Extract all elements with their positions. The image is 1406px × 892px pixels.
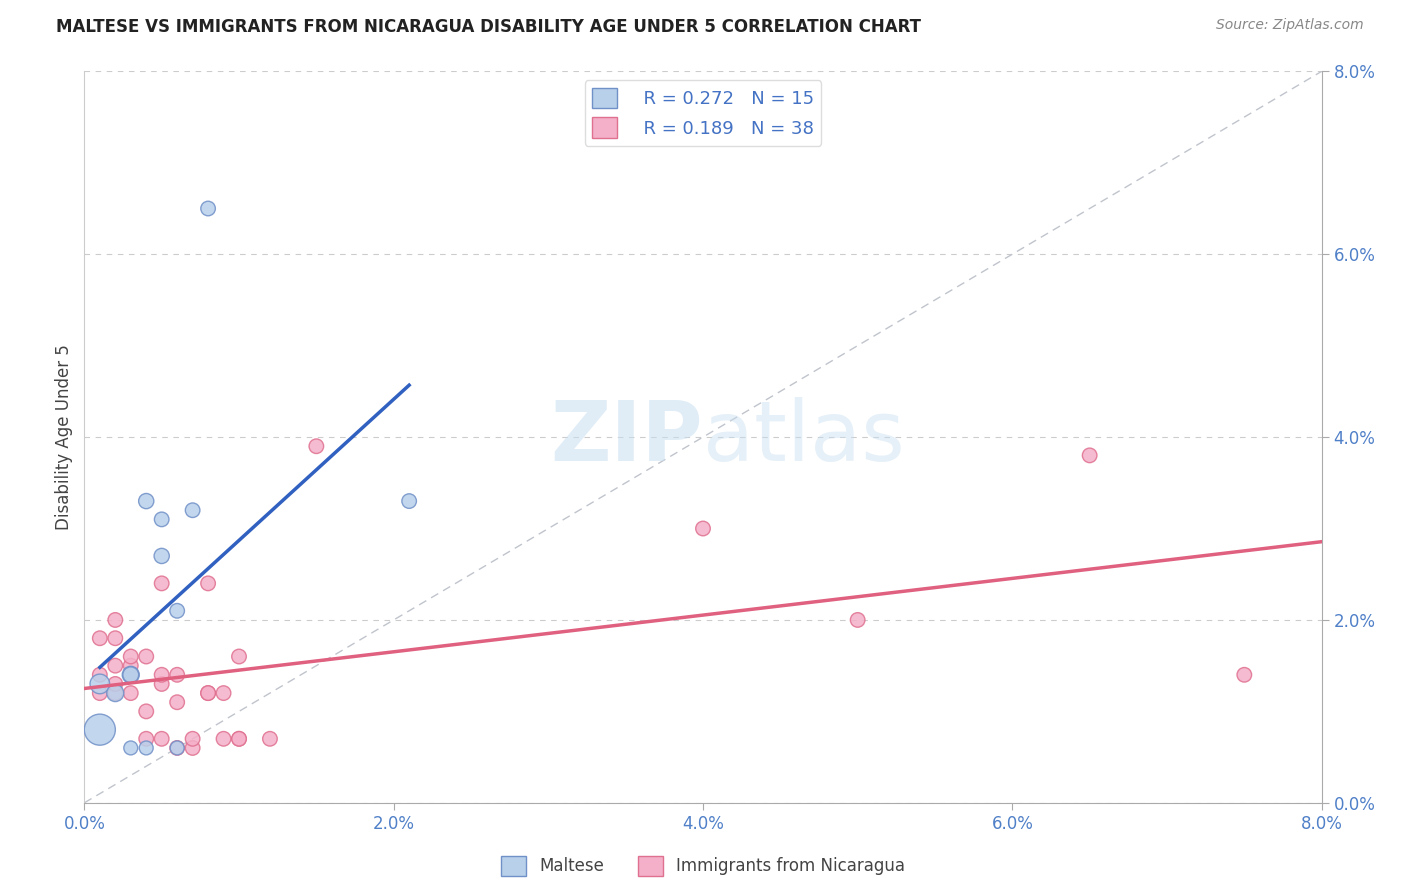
Point — [89, 686, 111, 700]
Point — [398, 494, 420, 508]
Point — [120, 658, 142, 673]
Point — [846, 613, 869, 627]
Point — [166, 667, 188, 681]
Point — [166, 604, 188, 618]
Point — [181, 740, 204, 755]
Point — [120, 686, 142, 700]
Point — [150, 677, 173, 691]
Point — [89, 723, 111, 737]
Point — [120, 667, 142, 681]
Point — [150, 512, 173, 526]
Point — [120, 649, 142, 664]
Point — [197, 686, 219, 700]
Point — [104, 677, 127, 691]
Text: ZIP: ZIP — [551, 397, 703, 477]
Point — [150, 667, 173, 681]
Point — [89, 632, 111, 646]
Point — [89, 677, 111, 691]
Point — [212, 686, 235, 700]
Point — [692, 521, 714, 535]
Point — [1078, 449, 1101, 463]
Point — [150, 576, 173, 591]
Point — [104, 632, 127, 646]
Point — [166, 740, 188, 755]
Point — [150, 549, 173, 563]
Point — [228, 649, 250, 664]
Point — [166, 740, 188, 755]
Point — [150, 731, 173, 746]
Point — [120, 667, 142, 681]
Point — [1233, 667, 1256, 681]
Point — [305, 439, 328, 453]
Point — [259, 731, 281, 746]
Point — [104, 658, 127, 673]
Point — [197, 686, 219, 700]
Legend: Maltese, Immigrants from Nicaragua: Maltese, Immigrants from Nicaragua — [495, 850, 911, 882]
Point — [197, 576, 219, 591]
Point — [181, 503, 204, 517]
Point — [135, 494, 157, 508]
Point — [135, 740, 157, 755]
Text: atlas: atlas — [703, 397, 904, 477]
Point — [181, 731, 204, 746]
Point — [197, 202, 219, 216]
Point — [104, 686, 127, 700]
Text: MALTESE VS IMMIGRANTS FROM NICARAGUA DISABILITY AGE UNDER 5 CORRELATION CHART: MALTESE VS IMMIGRANTS FROM NICARAGUA DIS… — [56, 18, 921, 36]
Point — [104, 613, 127, 627]
Point — [135, 649, 157, 664]
Point — [135, 731, 157, 746]
Point — [89, 667, 111, 681]
Y-axis label: Disability Age Under 5: Disability Age Under 5 — [55, 344, 73, 530]
Point — [120, 667, 142, 681]
Text: Source: ZipAtlas.com: Source: ZipAtlas.com — [1216, 18, 1364, 32]
Point — [120, 740, 142, 755]
Point — [166, 695, 188, 709]
Point — [135, 705, 157, 719]
Point — [228, 731, 250, 746]
Point — [228, 731, 250, 746]
Point — [104, 686, 127, 700]
Point — [212, 731, 235, 746]
